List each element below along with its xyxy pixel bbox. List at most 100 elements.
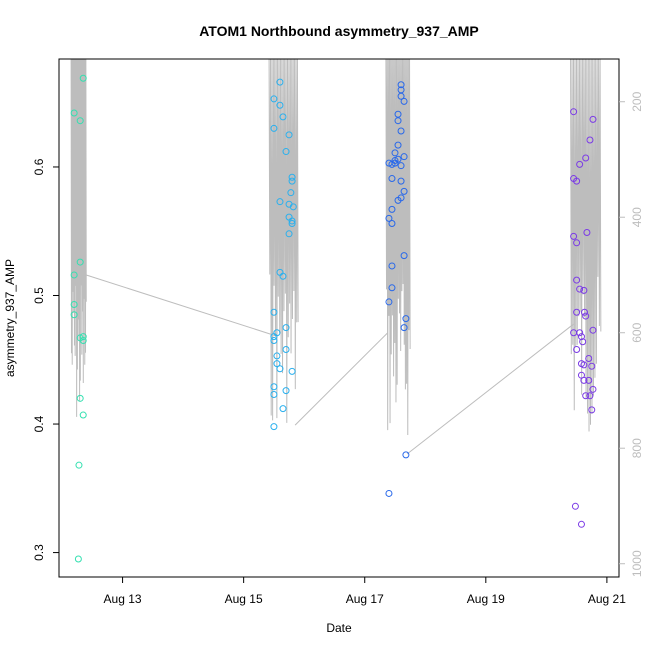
y2-tick-label: 600: [630, 322, 644, 342]
data-point: [285, 230, 293, 238]
data-point: [402, 315, 410, 323]
data-point: [397, 81, 405, 89]
data-point: [585, 376, 593, 384]
data-point: [583, 229, 591, 237]
plot-frame: [58, 58, 620, 578]
data-point: [400, 97, 408, 105]
data-point: [285, 131, 293, 139]
data-point: [388, 284, 396, 292]
data-point: [589, 115, 597, 123]
data-point: [70, 301, 78, 309]
data-point: [388, 262, 396, 270]
data-point: [282, 148, 290, 156]
data-point: [570, 108, 578, 116]
data-point: [585, 354, 593, 362]
data-point: [397, 127, 405, 135]
y2-tick-label: 800: [630, 438, 644, 458]
data-point: [576, 329, 584, 337]
data-point: [385, 298, 393, 306]
data-point: [276, 101, 284, 109]
data-point: [394, 141, 402, 149]
data-point: [582, 392, 590, 400]
data-point: [589, 385, 597, 393]
data-point: [276, 365, 284, 373]
data-point: [76, 117, 84, 125]
line-connector: [294, 332, 389, 426]
data-point: [288, 367, 296, 375]
data-point: [580, 286, 588, 294]
x-axis-label: Date: [326, 621, 352, 635]
data-point: [577, 520, 585, 528]
data-point: [282, 345, 290, 353]
scatter-points: [70, 74, 597, 563]
x-tick-label: Aug 15: [225, 592, 263, 606]
data-point: [580, 376, 588, 384]
data-point: [385, 489, 393, 497]
data-point: [391, 149, 399, 157]
data-point: [76, 258, 84, 266]
data-point: [273, 360, 281, 368]
data-point: [385, 214, 393, 222]
x-tick-label: Aug 21: [588, 592, 626, 606]
data-point: [288, 177, 296, 185]
x-axis: Aug 13 Aug 15 Aug 17 Aug 19 Aug 21: [104, 577, 626, 606]
data-point: [288, 173, 296, 181]
data-point: [279, 113, 287, 121]
data-point: [76, 394, 84, 402]
data-point: [400, 153, 408, 161]
data-point: [70, 109, 78, 117]
x-tick-label: Aug 13: [104, 592, 142, 606]
line-spikes: [570, 58, 602, 432]
data-point: [74, 555, 82, 563]
line-connector: [406, 323, 574, 455]
data-point: [394, 196, 402, 204]
y-tick-label: 0.3: [32, 544, 46, 561]
data-point: [270, 95, 278, 103]
data-point: [402, 451, 410, 459]
data-point: [576, 160, 584, 168]
data-point: [586, 136, 594, 144]
data-point: [79, 333, 87, 341]
line-spikes: [385, 58, 411, 435]
data-point: [270, 336, 278, 344]
data-point: [582, 312, 590, 320]
line-connector: [86, 274, 276, 337]
y2-tick-label: 1000: [630, 550, 644, 577]
y2-tick-label: 400: [630, 207, 644, 227]
data-point: [582, 154, 590, 162]
data-point: [397, 92, 405, 100]
data-point: [276, 78, 284, 86]
data-point: [580, 308, 588, 316]
x-tick-label: Aug 17: [346, 592, 384, 606]
data-point: [388, 160, 396, 168]
data-point: [282, 387, 290, 395]
data-point: [586, 392, 594, 400]
data-point: [579, 338, 587, 346]
data-point: [388, 205, 396, 213]
data-point: [580, 361, 588, 369]
y2-tick-label: 200: [630, 91, 644, 111]
data-point: [79, 411, 87, 419]
data-point: [571, 502, 579, 510]
data-point: [400, 252, 408, 260]
data-point: [576, 285, 584, 293]
data-point: [573, 308, 581, 316]
data-point: [388, 220, 396, 228]
data-point: [577, 333, 585, 341]
y-axis-label: asymmetry_937_AMP: [3, 259, 17, 377]
data-point: [394, 155, 402, 163]
data-point: [570, 232, 578, 240]
data-point: [282, 324, 290, 332]
data-point: [289, 203, 297, 211]
data-point: [270, 423, 278, 431]
data-point: [270, 124, 278, 132]
data-point: [573, 239, 581, 247]
data-point: [573, 177, 581, 185]
data-point: [287, 189, 295, 197]
data-point: [75, 461, 83, 469]
y-tick-label: 0.5: [32, 287, 46, 304]
data-point: [273, 352, 281, 360]
data-point: [588, 362, 596, 370]
y-axis: 0.3 0.4 0.5 0.6: [32, 158, 59, 561]
